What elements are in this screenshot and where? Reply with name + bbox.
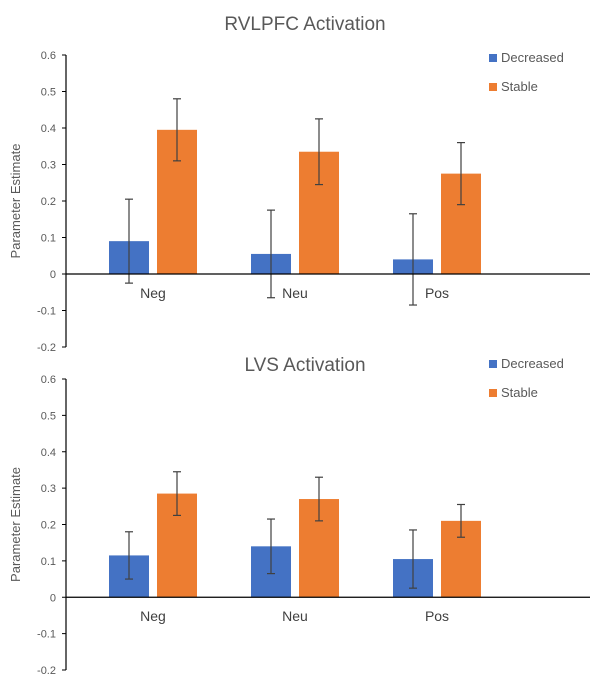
- y-tick-label: 0: [50, 269, 56, 281]
- category-label: Neu: [282, 608, 308, 624]
- legend-swatch-decreased: [489, 54, 497, 62]
- category-label: Pos: [425, 285, 449, 301]
- legend-label-stable: Stable: [501, 385, 538, 400]
- y-tick-label: 0.6: [41, 374, 56, 386]
- y-axis-label: Parameter Estimate: [8, 144, 23, 259]
- chart-panel-2: LVS Activation 0.6 0.5 0.4 0.3 0.2 0.1 0 -0.1 -0.…: [8, 355, 590, 677]
- legend-label-decreased: Decreased: [501, 356, 564, 371]
- y-tick-label: 0.6: [41, 50, 56, 62]
- category-label: Neu: [282, 285, 308, 301]
- y-tick-label: -0.1: [37, 629, 56, 641]
- y-tick-label: 0.4: [41, 447, 56, 459]
- y-tick-label: 0: [50, 592, 56, 604]
- category-label: Pos: [425, 608, 449, 624]
- y-tick-label: 0.4: [41, 123, 56, 135]
- y-tick-label: 0.2: [41, 520, 56, 532]
- chart-title: LVS Activation: [244, 355, 365, 376]
- chart-title: RVLPFC Activation: [224, 14, 385, 35]
- legend: Decreased Stable: [489, 50, 564, 94]
- y-tick-label: -0.2: [37, 342, 56, 354]
- y-tick-label: -0.1: [37, 306, 56, 318]
- legend-label-stable: Stable: [501, 79, 538, 94]
- legend-swatch-stable: [489, 389, 497, 397]
- category-label: Neg: [140, 608, 166, 624]
- y-tick-label: 0.2: [41, 196, 56, 208]
- legend-swatch-decreased: [489, 360, 497, 368]
- y-tick-label: 0.1: [41, 233, 56, 245]
- y-tick-label: 0.3: [41, 483, 56, 495]
- y-tick-label: 0.5: [41, 410, 56, 422]
- y-axis-label: Parameter Estimate: [8, 467, 23, 582]
- legend-swatch-stable: [489, 83, 497, 91]
- category-label: Neg: [140, 285, 166, 301]
- legend-label-decreased: Decreased: [501, 50, 564, 65]
- y-tick-label: 0.5: [41, 87, 56, 99]
- y-tick-label: 0.1: [41, 556, 56, 568]
- legend: Decreased Stable: [489, 356, 564, 400]
- y-tick-label: -0.2: [37, 665, 56, 677]
- y-tick-label: 0.3: [41, 160, 56, 172]
- chart-panel-1: RVLPFC Activation 0.6 0.5 0.4 0.3 0.2 0.1 0 -0.1…: [8, 14, 590, 354]
